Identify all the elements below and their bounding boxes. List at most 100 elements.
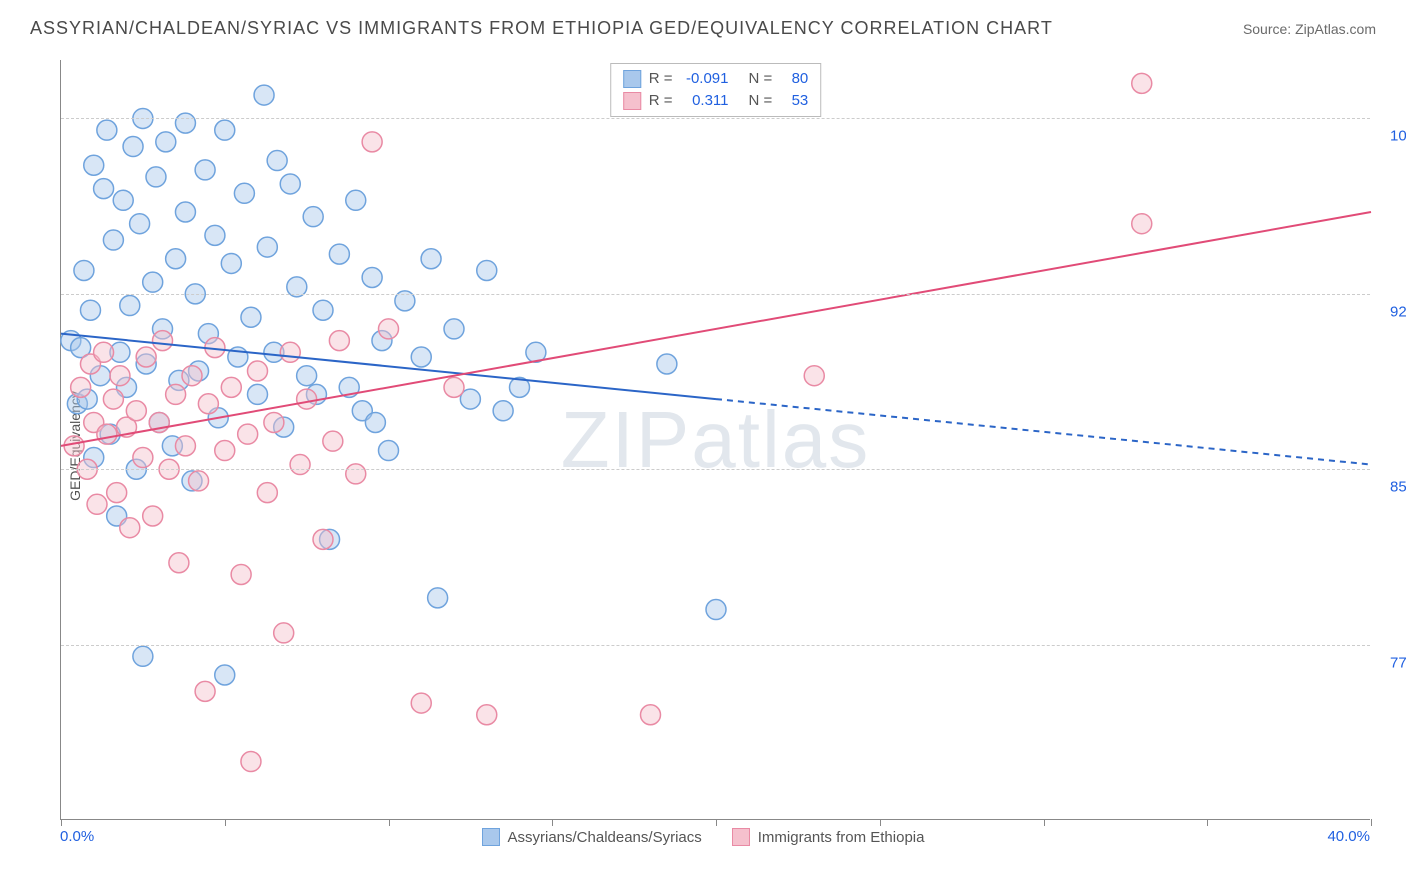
data-point xyxy=(346,190,366,210)
data-point xyxy=(706,600,726,620)
data-point xyxy=(205,225,225,245)
legend-swatch xyxy=(732,828,750,846)
data-point xyxy=(123,137,143,157)
data-point xyxy=(221,377,241,397)
data-point xyxy=(97,424,117,444)
data-point xyxy=(444,319,464,339)
x-tick xyxy=(1207,819,1208,826)
data-point xyxy=(80,300,100,320)
correlation-row: R =0.311N =53 xyxy=(623,90,809,112)
data-point xyxy=(248,384,268,404)
data-point xyxy=(329,244,349,264)
stat-r-label: R = xyxy=(649,90,673,112)
data-point xyxy=(297,389,317,409)
regression-line-extrapolated xyxy=(716,399,1371,464)
data-point xyxy=(175,436,195,456)
data-point xyxy=(280,342,300,362)
data-point xyxy=(215,665,235,685)
data-point xyxy=(346,464,366,484)
y-tick-label: 77.5% xyxy=(1390,654,1406,671)
data-point xyxy=(241,752,261,772)
legend-item: Immigrants from Ethiopia xyxy=(732,828,925,846)
stat-n-value: 53 xyxy=(780,90,808,112)
data-point xyxy=(379,319,399,339)
data-point xyxy=(113,190,133,210)
correlation-row: R = -0.091 N = 80 xyxy=(623,68,809,90)
data-point xyxy=(493,401,513,421)
data-point xyxy=(1132,214,1152,234)
legend-swatch xyxy=(482,828,500,846)
data-point xyxy=(97,120,117,140)
stat-r-label: R = xyxy=(649,68,673,90)
data-point xyxy=(257,237,277,257)
x-tick xyxy=(389,819,390,826)
data-point xyxy=(175,113,195,133)
chart-source: Source: ZipAtlas.com xyxy=(1243,21,1376,37)
data-point xyxy=(257,483,277,503)
data-point xyxy=(313,300,333,320)
data-point xyxy=(107,483,127,503)
series-swatch xyxy=(623,70,641,88)
data-point xyxy=(103,230,123,250)
data-point xyxy=(146,167,166,187)
data-point xyxy=(428,588,448,608)
data-point xyxy=(329,331,349,351)
data-point xyxy=(297,366,317,386)
chart-title: ASSYRIAN/CHALDEAN/SYRIAC VS IMMIGRANTS F… xyxy=(30,18,1053,39)
y-tick-label: 85.0% xyxy=(1390,479,1406,496)
stat-n-label: N = xyxy=(749,68,773,90)
legend-item: Assyrians/Chaldeans/Syriacs xyxy=(482,828,702,846)
data-point xyxy=(379,441,399,461)
y-tick-label: 92.5% xyxy=(1390,303,1406,320)
data-point xyxy=(74,260,94,280)
data-point xyxy=(169,553,189,573)
x-tick xyxy=(1371,819,1372,826)
data-point xyxy=(110,366,130,386)
chart-header: ASSYRIAN/CHALDEAN/SYRIAC VS IMMIGRANTS F… xyxy=(0,0,1406,47)
data-point xyxy=(133,448,153,468)
data-point xyxy=(248,361,268,381)
data-point xyxy=(290,455,310,475)
series-legend: Assyrians/Chaldeans/Syriacs Immigrants fr… xyxy=(0,828,1406,846)
scatter-svg xyxy=(61,60,1370,819)
stat-n-value: 80 xyxy=(780,68,808,90)
data-point xyxy=(215,441,235,461)
gridline xyxy=(61,294,1370,295)
stat-n-label: N = xyxy=(749,90,773,112)
data-point xyxy=(313,529,333,549)
series-swatch xyxy=(623,92,641,110)
data-point xyxy=(241,307,261,327)
x-tick xyxy=(61,819,62,826)
data-point xyxy=(195,160,215,180)
plot-area: ZIPatlas R =-0.091N =80R =0.311N =53 77.… xyxy=(60,60,1370,820)
data-point xyxy=(362,132,382,152)
gridline xyxy=(61,469,1370,470)
data-point xyxy=(238,424,258,444)
data-point xyxy=(189,471,209,491)
data-point xyxy=(411,347,431,367)
data-point xyxy=(71,377,91,397)
data-point xyxy=(274,623,294,643)
x-tick xyxy=(880,819,881,826)
y-tick-label: 100.0% xyxy=(1390,128,1406,145)
data-point xyxy=(657,354,677,374)
gridline xyxy=(61,118,1370,119)
data-point xyxy=(133,646,153,666)
data-point xyxy=(477,260,497,280)
stat-r-value: -0.091 xyxy=(681,68,729,90)
data-point xyxy=(1132,73,1152,93)
data-point xyxy=(323,431,343,451)
x-tick xyxy=(1044,819,1045,826)
data-point xyxy=(143,506,163,526)
data-point xyxy=(156,132,176,152)
legend-label: Assyrians/Chaldeans/Syriacs xyxy=(508,829,702,846)
data-point xyxy=(94,179,114,199)
data-point xyxy=(120,518,140,538)
data-point xyxy=(444,377,464,397)
data-point xyxy=(143,272,163,292)
data-point xyxy=(264,412,284,432)
data-point xyxy=(365,412,385,432)
data-point xyxy=(215,120,235,140)
data-point xyxy=(221,253,241,273)
correlation-legend: R =-0.091N =80R =0.311N =53 xyxy=(610,63,822,117)
